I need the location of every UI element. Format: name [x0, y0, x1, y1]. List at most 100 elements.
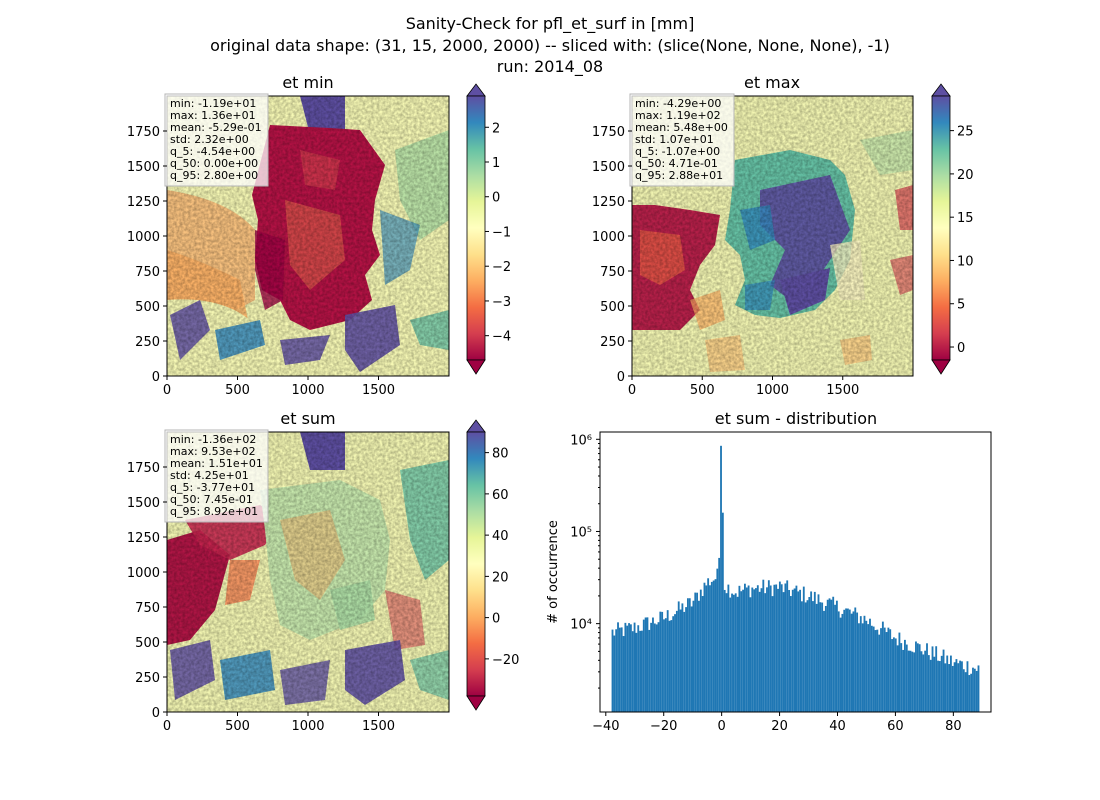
x-axis-ticks: 0 500 1000 1500	[628, 376, 859, 398]
histogram-bar	[670, 620, 673, 712]
histogram-bar	[653, 623, 656, 712]
histogram-bar	[865, 620, 868, 712]
y-axis-label: # of occurrence	[546, 520, 561, 624]
histogram-bar	[686, 598, 689, 712]
histogram-bar	[881, 621, 884, 712]
histogram-bar	[942, 649, 945, 712]
histogram-bar	[751, 587, 754, 712]
histogram-bar	[819, 602, 822, 712]
y-tick-label: 1750	[127, 461, 160, 476]
histogram-bar	[677, 601, 680, 712]
histogram-bar	[646, 617, 649, 712]
y-tick-label: 750	[600, 265, 625, 280]
histogram-bar	[642, 619, 645, 712]
histogram-bar	[856, 612, 859, 712]
histogram-bar	[778, 581, 781, 712]
histogram-bar	[688, 598, 691, 712]
histogram-bar	[769, 585, 772, 712]
histogram-bar	[911, 651, 914, 712]
histogram-bar	[850, 613, 853, 712]
histogram-bar	[694, 592, 697, 712]
x-tick-label: 500	[225, 719, 250, 734]
histogram-bar	[624, 622, 627, 712]
histogram-bar	[894, 638, 897, 712]
histogram-bar	[637, 625, 640, 712]
histogram-bar	[891, 639, 893, 712]
colorbar-tick-label: 1	[492, 156, 500, 171]
histogram-bar	[821, 602, 824, 712]
histogram-bar	[749, 597, 752, 712]
histogram-bar	[767, 580, 770, 712]
histogram-bar	[789, 596, 792, 712]
stat-line: max: 1.36e+01	[170, 109, 256, 122]
histogram-bar	[664, 618, 667, 712]
x-tick-label: 1500	[362, 719, 395, 734]
histogram-bar	[659, 611, 662, 712]
histogram-bar	[729, 597, 732, 712]
histogram-bar	[644, 617, 647, 712]
histogram-bar	[731, 593, 733, 712]
x-tick-label: 1500	[826, 383, 859, 398]
colorbar-tick-label: 20	[957, 168, 974, 183]
histogram-bar	[826, 599, 829, 712]
histogram-bar	[635, 632, 638, 712]
histogram-bar	[815, 603, 818, 712]
histogram-bar	[940, 655, 943, 712]
histogram-bar	[753, 589, 756, 712]
histogram-bar	[641, 630, 643, 712]
histogram-bar	[703, 582, 706, 712]
histogram-bar	[661, 611, 664, 712]
histogram-bar	[957, 663, 960, 712]
stats-box: min: -1.36e+02 max: 9.53e+02 mean: 1.51e…	[164, 429, 269, 523]
histogram-bar	[663, 619, 665, 712]
histogram-bar	[723, 589, 726, 712]
y-tick-label: 0	[152, 706, 160, 721]
histogram-bar	[710, 581, 713, 712]
histogram-bar	[709, 585, 711, 712]
y-tick-label: 1000	[127, 230, 160, 245]
colorbar-tick-label: 0	[492, 191, 500, 206]
colorbar-tick-label: 15	[957, 211, 974, 226]
histogram-bar	[690, 606, 693, 712]
histogram-bar	[858, 623, 860, 712]
stat-line: max: 9.53e+02	[170, 445, 256, 458]
stat-line: max: 1.19e+02	[635, 109, 721, 122]
histogram-bar	[675, 610, 678, 712]
x-tick-label: 0	[163, 719, 171, 734]
histogram-bar	[861, 623, 864, 712]
histogram-bar	[683, 611, 686, 712]
stat-line: q_95: 2.80e+00	[170, 169, 258, 182]
histogram-bar	[764, 593, 767, 712]
histogram-bar	[720, 445, 722, 712]
histogram-bar	[652, 617, 654, 712]
histogram-bar	[760, 588, 763, 712]
histogram-bar	[699, 589, 702, 712]
x-tick-label: 1000	[291, 383, 324, 398]
histogram-bar	[916, 643, 919, 712]
y-tick-label: 500	[135, 636, 160, 651]
histogram-bar	[887, 627, 890, 712]
colorbar-tick-label: 80	[492, 447, 509, 462]
histogram-bar	[802, 586, 805, 712]
histogram-bar	[758, 591, 761, 712]
x-axis-ticks: −40 −20 0 20 40 60 80	[592, 712, 962, 734]
colorbar-tick-label: 60	[492, 488, 509, 503]
histogram-bar	[618, 627, 621, 712]
y-axis-ticks: 0 250 500 750 1000 1250 1500 1750	[127, 125, 167, 385]
histogram-bar	[755, 588, 757, 712]
histogram-bar	[948, 664, 950, 712]
y-tick-label: 1500	[592, 160, 625, 175]
colorbar-tick-label: −2	[492, 260, 511, 275]
stat-line: q_50: 4.71e-01	[635, 157, 718, 170]
stat-line: std: 1.07e+01	[635, 133, 714, 146]
histogram-bar	[791, 589, 794, 712]
histogram-bar	[896, 645, 899, 712]
y-tick-label: 250	[135, 335, 160, 350]
histogram-bar	[880, 628, 882, 712]
histogram-bar	[837, 611, 840, 712]
histogram-bar	[795, 585, 798, 712]
y-axis-ticks: 0 250 500 750 1000 1250 1500 1750	[592, 125, 632, 385]
histogram-bar	[799, 589, 802, 712]
histogram-bar	[872, 626, 875, 712]
histogram-bar	[885, 632, 888, 712]
